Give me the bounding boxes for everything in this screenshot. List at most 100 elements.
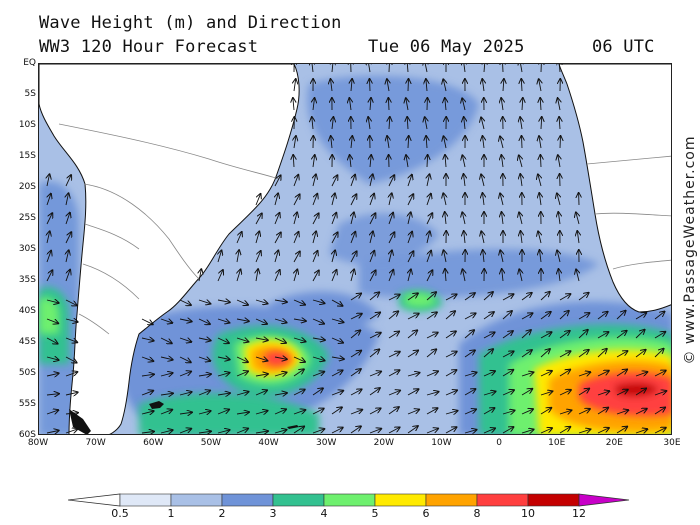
- direction-arrow: [427, 251, 431, 263]
- direction-arrow: [349, 98, 351, 111]
- direction-arrow: [388, 98, 389, 111]
- direction-arrow: [577, 231, 579, 244]
- colorbar-segment: [170, 493, 223, 507]
- direction-arrow: [538, 231, 541, 244]
- direction-arrow: [237, 250, 239, 263]
- direction-arrow: [46, 270, 52, 282]
- direction-arrow: [293, 338, 306, 342]
- colorbar-segment: [527, 493, 580, 507]
- colorbar-max-arrow: [578, 493, 630, 507]
- direction-arrow: [293, 194, 300, 206]
- direction-arrow: [236, 412, 249, 414]
- direction-arrow: [445, 212, 446, 225]
- direction-arrow: [351, 175, 355, 187]
- colorbar-label: 4: [320, 507, 328, 520]
- direction-arrow: [558, 212, 560, 225]
- zone-3m-band: [359, 249, 599, 298]
- direction-arrow: [293, 427, 304, 434]
- direction-arrow: [274, 300, 287, 302]
- direction-arrow: [539, 193, 541, 206]
- border-af-2: [594, 212, 671, 217]
- direction-arrow: [521, 389, 532, 396]
- direction-arrow: [255, 374, 268, 376]
- direction-arrow: [331, 337, 343, 343]
- direction-arrow: [160, 319, 172, 323]
- direction-arrow: [502, 294, 514, 301]
- direction-arrow: [521, 372, 533, 376]
- direction-arrow: [502, 212, 504, 225]
- direction-arrow: [388, 175, 394, 187]
- direction-arrow: [559, 294, 570, 301]
- border-sa-3: [84, 223, 140, 250]
- direction-arrow: [293, 356, 305, 362]
- direction-arrow: [500, 193, 503, 206]
- direction-arrow: [351, 269, 354, 282]
- direction-arrow: [218, 251, 222, 263]
- lon-label: 0: [496, 438, 502, 448]
- direction-arrow: [464, 350, 475, 358]
- direction-arrow: [312, 409, 324, 415]
- direction-arrow: [481, 117, 484, 130]
- direction-arrow: [616, 390, 628, 396]
- colorbar-label: 0.5: [111, 507, 129, 520]
- direction-arrow: [540, 312, 551, 320]
- colorbar-label: 5: [371, 507, 379, 520]
- direction-arrow: [332, 117, 333, 130]
- direction-arrow: [426, 333, 438, 339]
- direction-arrow: [141, 318, 153, 324]
- direction-arrow: [502, 311, 512, 320]
- direction-arrow: [46, 300, 59, 303]
- direction-arrow: [462, 212, 465, 225]
- direction-arrow: [217, 300, 230, 302]
- direction-arrow: [217, 373, 230, 376]
- direction-arrow: [293, 319, 306, 321]
- direction-arrow: [616, 410, 628, 414]
- direction-arrow: [389, 213, 393, 225]
- direction-arrow: [408, 79, 409, 92]
- lat-label: 55S: [18, 399, 36, 409]
- lat-label: 40S: [18, 306, 36, 316]
- direction-arrow: [445, 411, 458, 414]
- direction-arrow: [406, 98, 408, 111]
- direction-arrow: [483, 349, 493, 358]
- direction-arrow: [426, 371, 438, 377]
- direction-arrow: [463, 269, 466, 282]
- direction-arrow: [521, 330, 531, 339]
- direction-arrow: [597, 408, 608, 415]
- direction-arrow: [198, 374, 211, 376]
- direction-arrow: [237, 270, 241, 282]
- wave-map[interactable]: [38, 63, 672, 435]
- direction-arrow: [427, 155, 428, 168]
- direction-arrow: [274, 175, 281, 187]
- direction-arrow: [312, 117, 313, 130]
- lat-label: 15S: [18, 151, 36, 161]
- border-af-1: [586, 155, 671, 165]
- direction-arrow: [407, 194, 413, 206]
- direction-arrow: [388, 232, 394, 244]
- direction-arrow: [388, 391, 400, 396]
- direction-arrow: [635, 350, 646, 358]
- direction-arrow: [199, 269, 201, 282]
- direction-arrow: [597, 371, 609, 377]
- direction-arrow: [294, 136, 296, 149]
- direction-arrow: [331, 79, 333, 92]
- direction-arrow: [46, 357, 59, 360]
- direction-arrow: [293, 369, 304, 377]
- direction-arrow: [370, 79, 371, 92]
- direction-arrow: [502, 390, 514, 396]
- direction-arrow: [198, 391, 210, 396]
- direction-arrow: [522, 98, 523, 111]
- direction-arrow: [217, 319, 229, 323]
- direction-arrow: [654, 428, 666, 434]
- direction-arrow: [559, 351, 571, 358]
- direction-arrow: [445, 98, 446, 111]
- direction-arrow: [46, 394, 59, 395]
- land-south-america: [39, 64, 300, 434]
- direction-arrow: [635, 409, 647, 415]
- border-af-3: [612, 259, 671, 270]
- direction-arrow: [635, 330, 645, 339]
- direction-arrow: [408, 212, 411, 225]
- direction-arrow: [293, 232, 299, 244]
- colorbar-segment: [476, 493, 529, 507]
- direction-arrow: [350, 155, 351, 168]
